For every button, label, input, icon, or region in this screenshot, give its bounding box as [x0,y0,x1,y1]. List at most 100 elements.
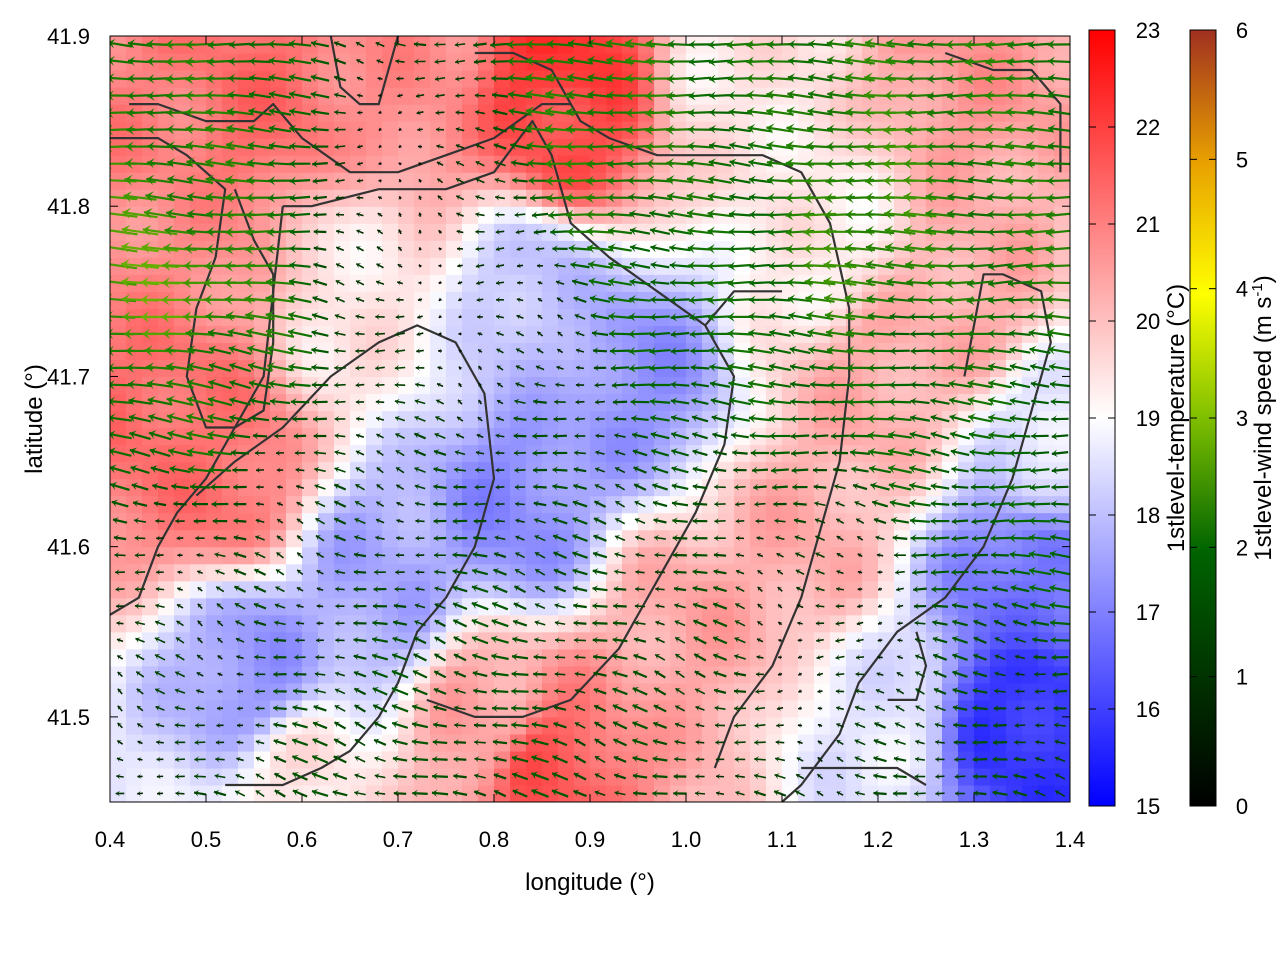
heatmap-cell [366,410,383,429]
heatmap-cell [206,648,223,667]
heatmap-cell [318,648,335,667]
heatmap-cell [142,206,159,224]
heatmap-cell [302,699,319,718]
heatmap-cell [462,444,479,463]
heatmap-cell [350,750,367,769]
heatmap-cell [494,359,511,378]
heatmap-cell [286,478,303,497]
heatmap-cell [430,240,447,258]
heatmap-cell [622,716,639,735]
heatmap-cell [398,240,415,258]
heatmap-cell [382,87,399,105]
heatmap-cell [942,648,959,667]
heatmap-cell [222,631,239,650]
heatmap-cell [398,733,415,752]
heatmap-cell [782,529,799,548]
heatmap-cell [382,495,399,514]
heatmap-cell [238,614,255,633]
heatmap-cell [430,410,447,429]
wind-colorbar-title-end: ) [1250,275,1277,283]
heatmap-cell [382,291,399,309]
heatmap-cell [670,699,687,718]
heatmap-cell [542,274,559,292]
heatmap-cell [302,529,319,548]
heatmap-cell [654,648,671,667]
heatmap-cell [238,597,255,616]
heatmap-cell [318,733,335,752]
heatmap-cell [126,784,143,802]
heatmap-cell [158,784,175,802]
heatmap-cell [862,699,879,718]
heatmap-cell [510,342,527,361]
heatmap-cell [222,580,239,599]
heatmap-cell [894,665,911,684]
heatmap-cell [366,478,383,497]
colorbar-tick-label: 6 [1236,18,1248,43]
heatmap-cell [286,750,303,769]
heatmap-cell [318,716,335,735]
heatmap-cell [366,87,383,105]
heatmap-cell [398,189,415,207]
heatmap-cell [942,682,959,701]
heatmap-cell [862,631,879,650]
heatmap-cell [782,767,799,786]
x-tick-label: 1.4 [1055,827,1086,852]
heatmap-cell [302,223,319,241]
y-tick-label: 41.5 [47,705,90,730]
heatmap-cell [350,716,367,735]
heatmap-cell [382,138,399,156]
heatmap-cell [318,291,335,309]
y-tick-label: 41.6 [47,535,90,560]
heatmap-cell [366,206,383,224]
heatmap-cell [302,665,319,684]
heatmap-cell [382,257,399,275]
heatmap-cell [302,393,319,412]
heatmap-cell [622,512,639,531]
heatmap-cell [206,359,223,378]
heatmap-cell [302,750,319,769]
heatmap-cell [302,631,319,650]
heatmap-cell [382,410,399,429]
heatmap-cell [398,359,415,378]
heatmap-cell [366,121,383,139]
heatmap-cell [430,223,447,241]
heatmap-cell [302,733,319,752]
heatmap-cell [206,699,223,718]
heatmap-cell [462,631,479,650]
heatmap-cell [462,597,479,616]
heatmap-cell [238,631,255,650]
heatmap-cell [126,206,143,224]
heatmap-cell [366,733,383,752]
heatmap-cell [206,784,223,802]
heatmap-cell [350,699,367,718]
heatmap-cell [430,206,447,224]
heatmap-cell [414,257,431,275]
colorbar-tick-label: 19 [1136,406,1160,431]
heatmap-cell [382,342,399,361]
heatmap-cell [302,172,319,190]
heatmap-cell [430,257,447,275]
heatmap-cell [238,359,255,378]
heatmap-cell [158,665,175,684]
heatmap-cell [366,172,383,190]
heatmap-cell [318,495,335,514]
heatmap-cell [398,699,415,718]
colorbar-tick-label: 2 [1236,535,1248,560]
heatmap-cell [382,104,399,122]
heatmap-cell [270,563,287,582]
heatmap-cell [862,563,879,582]
heatmap-cell [366,189,383,207]
heatmap-cell [670,614,687,633]
heatmap-cell [494,376,511,395]
y-tick-label: 41.7 [47,364,90,389]
heatmap-cell [398,461,415,480]
heatmap-cell [222,665,239,684]
heatmap-cell [350,478,367,497]
heatmap-cell [366,138,383,156]
heatmap-cell [222,767,239,786]
heatmap-cell [398,274,415,292]
heatmap-cell [142,648,159,667]
heatmap-cell [302,614,319,633]
x-tick-label: 0.6 [287,827,318,852]
heatmap-cell [702,614,719,633]
